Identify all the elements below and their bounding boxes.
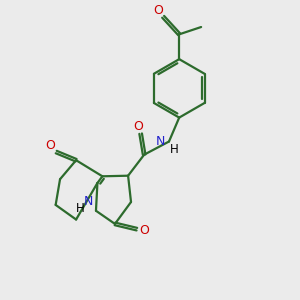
Text: O: O (45, 139, 55, 152)
Text: O: O (153, 4, 163, 17)
Text: H: H (170, 143, 178, 156)
Text: H: H (76, 202, 84, 215)
Text: O: O (134, 120, 143, 133)
Text: O: O (139, 224, 149, 237)
Text: N: N (156, 135, 166, 148)
Text: N: N (84, 196, 93, 208)
